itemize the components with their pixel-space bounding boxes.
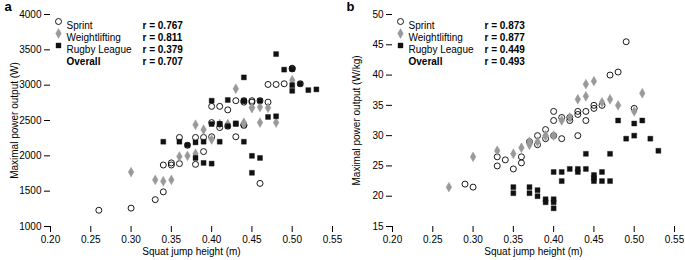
svg-text:25: 25 — [372, 160, 384, 171]
svg-text:3000: 3000 — [19, 79, 42, 90]
svg-text:45: 45 — [372, 39, 384, 50]
svg-text:r = 0.379: r = 0.379 — [143, 44, 184, 55]
svg-text:0.55: 0.55 — [323, 234, 342, 245]
svg-text:0.20: 0.20 — [41, 234, 61, 245]
svg-text:r = 0.877: r = 0.877 — [485, 32, 526, 43]
svg-text:0.35: 0.35 — [162, 234, 182, 245]
svg-text:Weightlifting: Weightlifting — [409, 32, 463, 43]
svg-text:40: 40 — [372, 69, 384, 80]
svg-text:0.45: 0.45 — [242, 234, 262, 245]
svg-text:Sprint: Sprint — [67, 20, 93, 31]
svg-text:0.30: 0.30 — [121, 234, 141, 245]
svg-text:0.50: 0.50 — [282, 234, 302, 245]
svg-text:r = 0.767: r = 0.767 — [143, 20, 184, 31]
svg-text:Rugby League: Rugby League — [409, 44, 474, 55]
svg-text:r = 0.493: r = 0.493 — [485, 56, 526, 67]
svg-text:30: 30 — [372, 130, 384, 141]
svg-text:0.55: 0.55 — [665, 234, 684, 245]
svg-text:2500: 2500 — [19, 115, 42, 126]
svg-text:Sprint: Sprint — [409, 20, 435, 31]
svg-text:Overall: Overall — [409, 56, 443, 67]
svg-text:3500: 3500 — [19, 44, 42, 55]
svg-text:0.40: 0.40 — [202, 234, 222, 245]
svg-text:r = 0.707: r = 0.707 — [143, 56, 184, 67]
svg-text:Rugby League: Rugby League — [67, 44, 132, 55]
svg-text:Squat jump height (m): Squat jump height (m) — [142, 246, 240, 257]
svg-text:0.45: 0.45 — [584, 234, 604, 245]
svg-text:4000: 4000 — [19, 9, 42, 20]
svg-text:Maximal power output (W): Maximal power output (W) — [9, 62, 20, 179]
svg-text:Overall: Overall — [67, 56, 101, 67]
svg-text:1000: 1000 — [19, 221, 42, 232]
svg-text:20: 20 — [372, 190, 384, 201]
svg-text:Weightlifting: Weightlifting — [67, 32, 121, 43]
svg-text:a: a — [5, 0, 13, 14]
svg-text:Squat jump height (m): Squat jump height (m) — [484, 246, 582, 257]
svg-text:0.30: 0.30 — [463, 234, 483, 245]
svg-text:0.50: 0.50 — [624, 234, 644, 245]
svg-text:0.35: 0.35 — [504, 234, 524, 245]
svg-text:Maximal power output (W/kg): Maximal power output (W/kg) — [351, 55, 362, 185]
svg-text:0.40: 0.40 — [544, 234, 564, 245]
svg-text:35: 35 — [372, 100, 384, 111]
svg-text:0.25: 0.25 — [423, 234, 443, 245]
svg-text:1500: 1500 — [19, 185, 42, 196]
svg-text:50: 50 — [372, 9, 384, 20]
svg-text:0.25: 0.25 — [81, 234, 101, 245]
svg-text:b: b — [347, 0, 355, 14]
svg-text:r = 0.449: r = 0.449 — [485, 44, 526, 55]
svg-text:r = 0.811: r = 0.811 — [143, 32, 183, 43]
svg-text:0.20: 0.20 — [383, 234, 403, 245]
svg-text:r = 0.873: r = 0.873 — [485, 20, 526, 31]
svg-text:2000: 2000 — [19, 150, 42, 161]
svg-text:15: 15 — [372, 221, 384, 232]
